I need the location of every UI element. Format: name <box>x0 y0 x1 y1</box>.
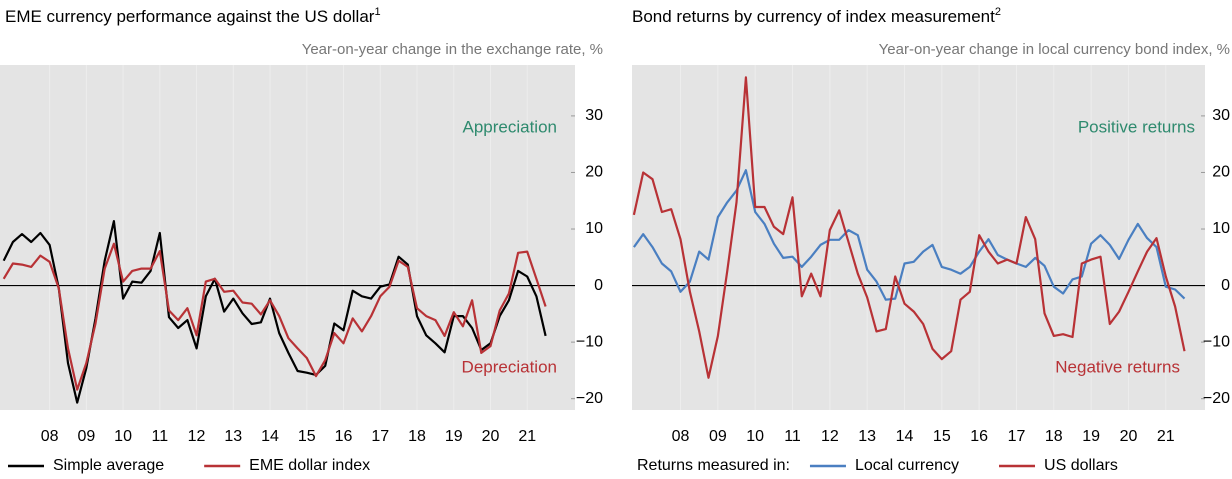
title-text: Bond returns by currency of index measur… <box>632 7 995 26</box>
data-line <box>632 76 1186 379</box>
x-tick-label: 18 <box>1045 428 1063 445</box>
x-tick-label: 18 <box>408 428 426 445</box>
x-tick-label: 17 <box>1008 428 1026 445</box>
y-tick-label: 20 <box>585 164 603 181</box>
annotation: Negative returns <box>1055 357 1180 376</box>
y-tick-label: −10 <box>576 333 603 350</box>
y-tick-label: 0 <box>594 277 603 294</box>
x-tick-label: 08 <box>672 428 690 445</box>
legend-label: Simple average <box>53 457 164 474</box>
x-tick-label: 12 <box>188 428 206 445</box>
y-tick-label: 0 <box>1221 277 1230 294</box>
x-tick-label: 14 <box>261 428 279 445</box>
legend-label: US dollars <box>1044 457 1118 474</box>
x-tick-label: 13 <box>224 428 242 445</box>
x-tick-label: 11 <box>784 428 801 445</box>
x-tick-label: 21 <box>518 428 536 445</box>
chart-subtitle: Year-on-year change in the exchange rate… <box>302 41 603 58</box>
chart-title: EME currency performance against the US … <box>5 6 381 27</box>
title-superscript: 1 <box>374 6 380 18</box>
title-superscript: 2 <box>995 6 1001 18</box>
x-tick-label: 19 <box>1082 428 1100 445</box>
y-tick-label: −20 <box>576 390 603 407</box>
annotation: Positive returns <box>1078 117 1195 136</box>
x-tick-label: 09 <box>77 428 95 445</box>
x-tick-label: 17 <box>371 428 389 445</box>
legend-label: EME dollar index <box>249 457 370 474</box>
x-tick-label: 16 <box>335 428 353 445</box>
plot-background <box>632 65 1205 410</box>
x-tick-label: 20 <box>482 428 500 445</box>
x-tick-label: 10 <box>114 428 132 445</box>
legend-label: Local currency <box>855 457 959 474</box>
data-line <box>2 242 547 391</box>
y-tick-label: 10 <box>585 220 603 237</box>
x-tick-label: 09 <box>709 428 727 445</box>
y-tick-label: −10 <box>1203 333 1230 350</box>
x-tick-label: 15 <box>933 428 951 445</box>
annotation: Appreciation <box>462 117 557 136</box>
x-tick-label: 15 <box>298 428 316 445</box>
legend-prefix: Returns measured in: <box>637 457 790 474</box>
y-tick-label: 20 <box>1212 164 1230 181</box>
y-tick-label: 10 <box>1212 220 1230 237</box>
x-tick-label: 21 <box>1157 428 1175 445</box>
title-text: EME currency performance against the US … <box>5 7 375 26</box>
x-tick-label: 08 <box>41 428 59 445</box>
x-tick-label: 11 <box>152 428 169 445</box>
x-tick-label: 14 <box>896 428 914 445</box>
x-tick-label: 10 <box>746 428 764 445</box>
y-tick-label: 30 <box>1212 107 1230 124</box>
x-tick-label: 13 <box>858 428 876 445</box>
x-tick-label: 12 <box>821 428 839 445</box>
y-tick-label: −20 <box>1203 390 1230 407</box>
chart-subtitle: Year-on-year change in local currency bo… <box>879 41 1230 58</box>
x-tick-label: 19 <box>445 428 463 445</box>
annotation: Depreciation <box>462 357 557 376</box>
chart-title: Bond returns by currency of index measur… <box>632 6 1001 27</box>
x-tick-label: 20 <box>1120 428 1138 445</box>
y-tick-label: 30 <box>585 107 603 124</box>
data-line <box>633 169 1186 301</box>
x-tick-label: 16 <box>970 428 988 445</box>
